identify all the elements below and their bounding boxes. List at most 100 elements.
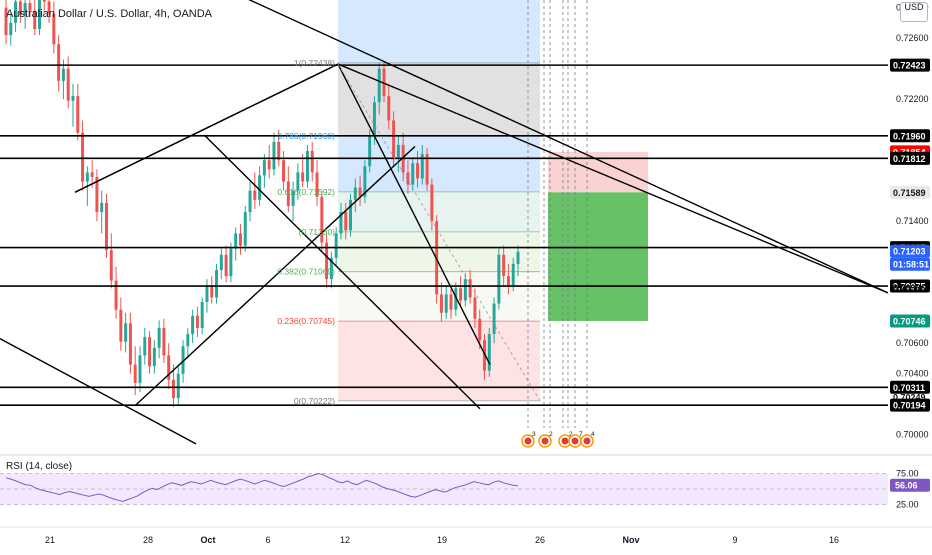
candle-body-87 (420, 154, 424, 179)
candle-body-74 (358, 187, 362, 197)
trendline-5[interactable] (134, 145, 416, 407)
trendline-1[interactable] (337, 63, 889, 294)
candle-body-59 (286, 181, 290, 206)
candle-body-63 (305, 151, 309, 182)
candle-body-9 (47, 1, 51, 14)
trendline-3[interactable] (74, 63, 339, 193)
candle-body-71 (344, 212, 348, 231)
price-tag-current (890, 244, 930, 258)
event-count: 3 (532, 431, 536, 438)
candle-body-27 (133, 364, 137, 383)
zones-layer (338, 0, 648, 402)
candle-body-34 (167, 355, 171, 380)
candle-body-56 (272, 141, 276, 170)
chart-title: Australian Dollar / U.S. Dollar, 4h, OAN… (6, 8, 213, 20)
candle-body-105 (506, 276, 510, 286)
candle-body-53 (258, 175, 262, 200)
countdown-tag (890, 257, 930, 271)
trendlines-layer (0, 0, 889, 445)
time-tick-9: 16 (829, 535, 839, 545)
candle-body-13 (66, 68, 70, 101)
price-axis-layer: 0.728000.726000.722000.718000.714000.706… (888, 0, 932, 550)
candle-body-15 (76, 96, 80, 133)
candle-body-77 (372, 102, 376, 136)
price-tag-level (890, 129, 930, 143)
fib-label-1: 0.786(0.71960) (277, 131, 335, 141)
candle-body-82 (396, 144, 400, 158)
fib-zone-382-236 (338, 271, 540, 322)
candle-body-96 (463, 279, 467, 301)
price-tag-level (890, 398, 930, 412)
candle-body-47 (229, 248, 233, 277)
rsi-line (5, 472, 519, 502)
candle-body-1 (9, 22, 13, 36)
fib-label-4: 0.382(0.71069) (277, 267, 335, 277)
time-tick-1: 28 (143, 535, 153, 545)
event-count: 2 (549, 431, 553, 438)
candle-body-103 (497, 254, 501, 304)
candle-body-72 (349, 199, 353, 231)
candle-body-36 (176, 373, 180, 399)
candle-body-68 (329, 257, 333, 280)
candle-body-84 (406, 172, 410, 185)
candle-body-91 (439, 294, 443, 313)
candle-body-18 (90, 172, 94, 177)
candle-body-26 (128, 323, 132, 365)
time-tick-0: 21 (45, 535, 55, 545)
rsi-layer: 75.00 25.00 56.06 21 28 Oct 6 12 19 26 Nov 9 16 (0, 454, 932, 545)
candle-body-69 (334, 233, 338, 258)
time-tick-4: 12 (340, 535, 350, 545)
rsi-value-label: 56.06 (895, 481, 918, 491)
price-tag-label: 0.70311 (893, 383, 925, 393)
candle-body-8 (42, 0, 46, 2)
candle-body-60 (291, 190, 295, 206)
candle-body-67 (325, 242, 329, 280)
fib-label-5: 0.236(0.70745) (277, 316, 335, 326)
candle-body-55 (267, 160, 271, 170)
candle-body-64 (310, 151, 314, 173)
time-tick-6: 26 (535, 535, 545, 545)
price-tag-label: 0.70966 (893, 283, 926, 293)
currency-button[interactable]: USD (900, 2, 928, 22)
candle-body-94 (454, 288, 458, 310)
trendline-0[interactable] (200, 0, 889, 294)
time-tick-2: Oct (200, 535, 215, 545)
event-flag-dot (571, 437, 579, 445)
candle-body-25 (124, 323, 128, 342)
candle-body-30 (148, 337, 152, 367)
price-tag-label: 0.70746 (893, 316, 926, 326)
candle-body-21 (105, 202, 108, 251)
trendline-6[interactable] (0, 338, 197, 445)
price-tick-6: 0.70400 (896, 369, 929, 379)
rsi-value-tag (890, 478, 930, 492)
candle-body-92 (444, 294, 448, 313)
candle-body-51 (248, 190, 252, 213)
price-tick-7: 0.70000 (896, 430, 929, 440)
price-tag-label: 0.72423 (893, 61, 926, 71)
fib-zone-5-382 (338, 231, 540, 272)
price-tick-4: 0.71400 (896, 216, 929, 226)
candle-body-61 (296, 172, 300, 191)
candle-body-49 (238, 233, 242, 246)
fib-label-2: 0.618(0.71592) (277, 187, 335, 197)
candle-body-54 (262, 160, 266, 176)
candle-body-22 (109, 250, 113, 281)
candle-body-100 (483, 340, 486, 371)
candle-body-99 (478, 318, 482, 341)
trendline-4[interactable] (204, 135, 481, 410)
candle-body-28 (138, 355, 142, 383)
candle-body-79 (382, 68, 386, 97)
fib-zone-236-0 (338, 321, 540, 401)
position-reward-zone[interactable] (548, 192, 648, 321)
candle-body-80 (387, 96, 391, 121)
candle-body-88 (425, 154, 429, 185)
trendline-7[interactable] (337, 63, 491, 365)
price-tag-grey (890, 185, 930, 199)
event-flag-dot (541, 437, 549, 445)
candle-body-24 (119, 309, 123, 342)
candle-body-17 (85, 172, 89, 182)
price-tag-label: 0.71812 (893, 154, 926, 164)
labels-layer: 1(0.72438) 0.786(0.71960) 0.618(0.71592) (0… (277, 58, 595, 448)
